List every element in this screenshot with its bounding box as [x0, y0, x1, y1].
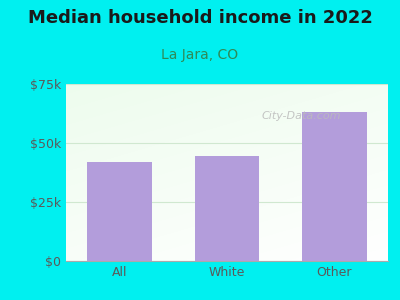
Bar [88, 162, 152, 261]
Bar [195, 156, 259, 261]
Text: City-Data.com: City-Data.com [261, 111, 341, 121]
Text: La Jara, CO: La Jara, CO [162, 48, 238, 62]
Text: Median household income in 2022: Median household income in 2022 [28, 9, 372, 27]
Bar [302, 112, 366, 261]
